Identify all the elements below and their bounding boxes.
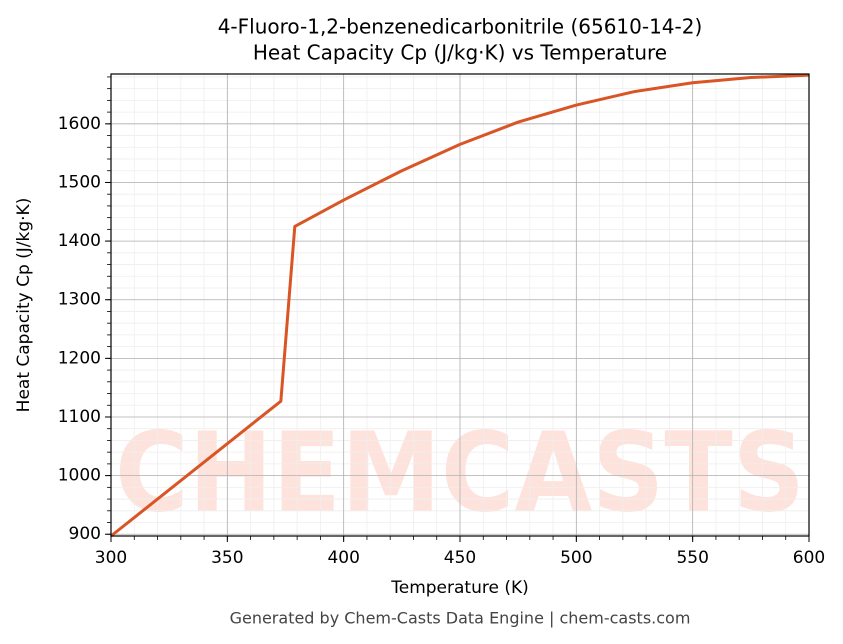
y-tick-label: 1300 (58, 290, 101, 310)
y-tick-label: 1000 (58, 466, 101, 486)
chart-title: 4-Fluoro-1,2-benzenedicarbonitrile (6561… (218, 15, 703, 39)
y-tick-label: 1500 (58, 172, 101, 192)
x-tick-label: 600 (793, 548, 825, 568)
plot-frame (110, 73, 810, 537)
x-axis-label: Temperature (K) (390, 578, 529, 598)
y-tick-label: 1100 (58, 407, 101, 427)
y-tick-label: 1400 (58, 231, 101, 251)
x-tick-label: 300 (95, 548, 127, 568)
footer: Generated by Chem-Casts Data Engine | ch… (230, 609, 691, 628)
x-tick-label: 550 (676, 548, 708, 568)
y-axis-label: Heat Capacity Cp (J/kg·K) (14, 198, 34, 413)
x-tick-label: 350 (211, 548, 243, 568)
y-tick-label: 900 (69, 524, 101, 544)
x-tick-label: 450 (444, 548, 476, 568)
y-tick-label: 1600 (58, 114, 101, 134)
x-tick-label: 500 (560, 548, 592, 568)
data-line (110, 73, 810, 538)
x-tick-label: 400 (327, 548, 359, 568)
y-tick-label: 1200 (58, 348, 101, 368)
chart-subtitle: Heat Capacity Cp (J/kg·K) vs Temperature (253, 41, 667, 65)
